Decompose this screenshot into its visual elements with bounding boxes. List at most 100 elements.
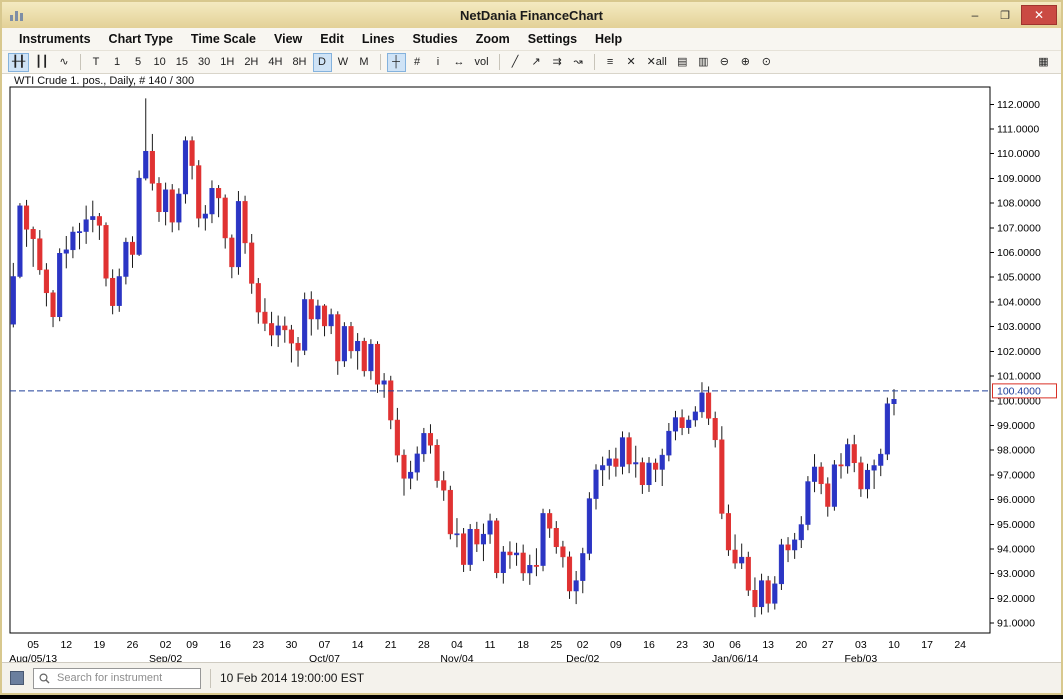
timeframe-5-button[interactable]: 5 (129, 53, 148, 72)
svg-text:103.0000: 103.0000 (997, 321, 1041, 333)
svg-text:91.0000: 91.0000 (997, 618, 1035, 630)
search-input[interactable] (55, 671, 195, 685)
timeframe-t-button[interactable]: T (87, 53, 106, 72)
svg-text:92.0000: 92.0000 (997, 593, 1035, 605)
svg-text:30: 30 (286, 639, 298, 651)
svg-text:102.0000: 102.0000 (997, 346, 1041, 358)
svg-text:09: 09 (610, 639, 622, 651)
chart-instrument-label: WTI Crude 1. pos., Daily, # 140 / 300 (14, 75, 194, 87)
toolbar-separator (80, 54, 81, 70)
svg-text:30: 30 (703, 639, 715, 651)
svg-text:13: 13 (762, 639, 774, 651)
menu-item-zoom[interactable]: Zoom (467, 29, 519, 49)
chart-region: WTI Crude 1. pos., Daily, # 140 / 300 91… (2, 74, 1061, 666)
title-bar[interactable]: NetDania FinanceChart – ❐ ✕ (2, 2, 1061, 28)
svg-text:100.4000: 100.4000 (997, 385, 1041, 397)
timeframe-4h-button[interactable]: 4H (264, 53, 286, 72)
menu-item-lines[interactable]: Lines (353, 29, 404, 49)
svg-text:11: 11 (485, 639, 496, 651)
svg-text:112.0000: 112.0000 (997, 99, 1040, 111)
ohlc-bars-style-button[interactable]: ┃┃ (31, 53, 52, 72)
svg-text:105.0000: 105.0000 (997, 272, 1041, 284)
menu-item-settings[interactable]: Settings (519, 29, 586, 49)
statusbar-grid-icon[interactable] (10, 671, 24, 685)
info-tool-button[interactable]: i (429, 53, 448, 72)
candlestick-style-button[interactable]: ╂╂ (8, 53, 29, 72)
zoom-out-button[interactable]: ⊖ (715, 53, 734, 72)
menu-bar: InstrumentsChart TypeTime ScaleViewEditL… (2, 28, 1061, 51)
volume-toggle-button[interactable]: vol (471, 53, 493, 72)
svg-text:18: 18 (517, 639, 529, 651)
zoom-interval-button[interactable]: ⊙ (757, 53, 776, 72)
svg-text:108.0000: 108.0000 (997, 198, 1041, 210)
maximize-button[interactable]: ❐ (991, 5, 1019, 25)
menu-item-instruments[interactable]: Instruments (10, 29, 100, 49)
svg-text:24: 24 (954, 639, 966, 651)
svg-text:10: 10 (888, 639, 900, 651)
svg-text:16: 16 (219, 639, 231, 651)
svg-text:12: 12 (60, 639, 72, 651)
y-axis: 91.0000 92.0000 93.0000 94.0000 95.0000 96.00… (990, 99, 1041, 630)
svg-text:97.0000: 97.0000 (997, 469, 1035, 481)
delete-all-lines-button[interactable]: ✕all (643, 53, 671, 72)
svg-text:94.0000: 94.0000 (997, 544, 1035, 556)
price-line-label: 100.4000 (993, 384, 1057, 398)
svg-text:26: 26 (127, 639, 139, 651)
line-style-button[interactable]: ∿ (55, 53, 74, 72)
svg-text:21: 21 (385, 639, 397, 651)
svg-text:02: 02 (160, 639, 172, 651)
close-button[interactable]: ✕ (1021, 5, 1057, 25)
menu-item-time-scale[interactable]: Time Scale (182, 29, 265, 49)
zoom-in-button[interactable]: ⊕ (736, 53, 755, 72)
timeframe-15-button[interactable]: 15 (172, 53, 192, 72)
menu-item-studies[interactable]: Studies (404, 29, 467, 49)
svg-text:25: 25 (550, 639, 562, 651)
svg-text:107.0000: 107.0000 (997, 222, 1041, 234)
freehand-line-tool-button[interactable]: ↝ (569, 53, 588, 72)
svg-text:20: 20 (795, 639, 807, 651)
grid-toggle-button[interactable]: # (408, 53, 427, 72)
svg-text:106.0000: 106.0000 (997, 247, 1041, 259)
toolbar-separator (380, 54, 381, 70)
toolbar: ╂╂┃┃∿T151015301H2H4H8HDWM┼#i↔vol╱↗⇉↝≡✕✕a… (2, 51, 1061, 74)
statusbar-separator (210, 669, 211, 688)
timeframe-1-button[interactable]: 1 (108, 53, 127, 72)
timeframe-w-button[interactable]: W (334, 53, 353, 72)
trend-line-tool-button[interactable]: ╱ (506, 53, 525, 72)
delete-line-button[interactable]: ✕ (622, 53, 641, 72)
timeframe-2h-button[interactable]: 2H (240, 53, 262, 72)
svg-text:02: 02 (577, 639, 589, 651)
parallel-channel-tool-button[interactable]: ⇉ (548, 53, 567, 72)
crosshair-tool-button[interactable]: ┼ (387, 53, 406, 72)
horizontal-scale-button[interactable]: ↔ (450, 53, 469, 72)
menu-item-view[interactable]: View (265, 29, 311, 49)
search-icon (39, 673, 50, 684)
svg-text:111.0000: 111.0000 (997, 124, 1039, 136)
print-preview-button[interactable]: ▥ (694, 53, 713, 72)
workspace-layout-button[interactable]: ▦ (1034, 53, 1053, 72)
menu-item-help[interactable]: Help (586, 29, 631, 49)
svg-text:05: 05 (27, 639, 39, 651)
edit-lines-button[interactable]: ≡ (601, 53, 620, 72)
timeframe-m-button[interactable]: M (355, 53, 374, 72)
ray-line-tool-button[interactable]: ↗ (527, 53, 546, 72)
menu-item-edit[interactable]: Edit (311, 29, 353, 49)
instrument-search-box[interactable] (33, 668, 201, 689)
svg-text:27: 27 (822, 639, 834, 651)
svg-text:96.0000: 96.0000 (997, 494, 1035, 506)
timeframe-30-button[interactable]: 30 (194, 53, 214, 72)
timeframe-8h-button[interactable]: 8H (288, 53, 310, 72)
timeframe-1h-button[interactable]: 1H (216, 53, 238, 72)
timeframe-10-button[interactable]: 10 (150, 53, 170, 72)
app-logo-icon (9, 8, 25, 22)
toolbar-separator (499, 54, 500, 70)
svg-text:17: 17 (921, 639, 933, 651)
candlestick-chart-canvas[interactable]: 91.0000 92.0000 93.0000 94.0000 95.0000 96.00… (2, 74, 1063, 666)
svg-text:93.0000: 93.0000 (997, 568, 1035, 580)
svg-text:95.0000: 95.0000 (997, 519, 1035, 531)
svg-text:14: 14 (352, 639, 364, 651)
timeframe-d-button[interactable]: D (313, 53, 332, 72)
print-button[interactable]: ▤ (673, 53, 692, 72)
minimize-button[interactable]: – (961, 5, 989, 25)
menu-item-chart-type[interactable]: Chart Type (100, 29, 182, 49)
